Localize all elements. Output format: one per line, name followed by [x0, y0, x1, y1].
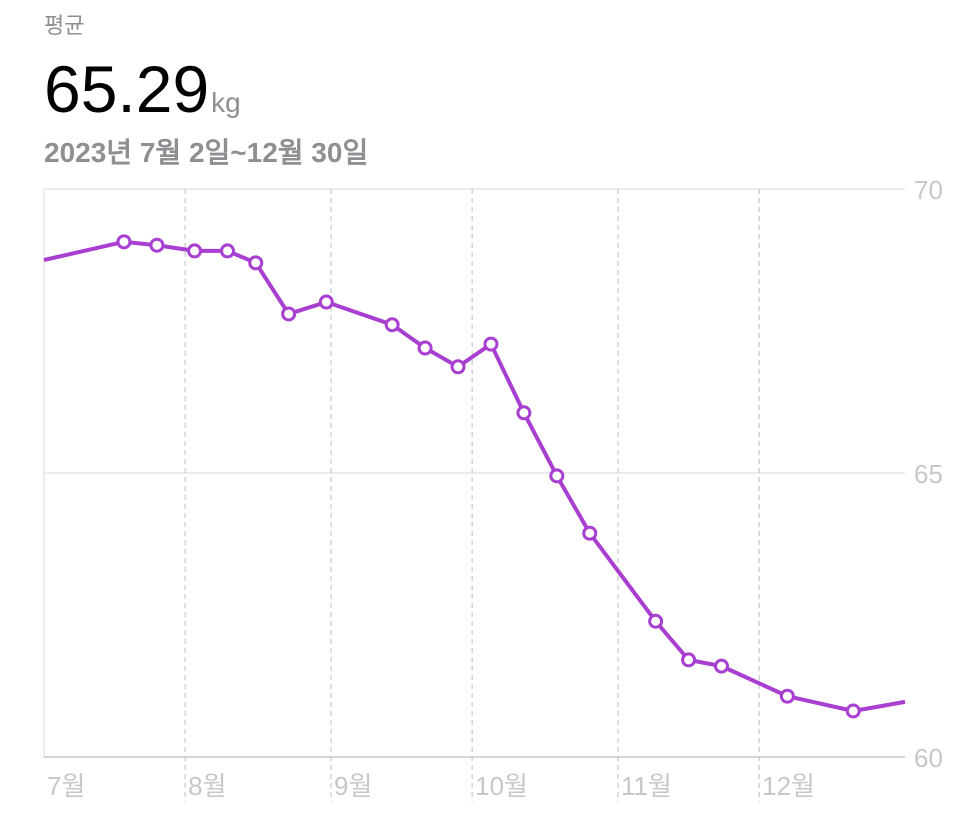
x-tick-label: 9월 — [334, 771, 372, 801]
line-series — [43, 239, 906, 713]
data-point — [281, 306, 297, 322]
stat-number: 65.29 — [44, 52, 209, 126]
data-point — [219, 243, 235, 259]
data-point — [582, 525, 598, 541]
data-point — [845, 703, 861, 719]
data-point — [187, 243, 203, 259]
data-point — [549, 468, 565, 484]
data-point — [450, 359, 466, 375]
data-point — [248, 255, 264, 271]
x-tick-label: 7월 — [47, 771, 85, 801]
data-point — [714, 658, 730, 674]
data-point — [318, 294, 334, 310]
stat-label: 평균 — [44, 13, 84, 38]
data-point — [516, 405, 532, 421]
x-tick-label: 12월 — [762, 771, 815, 801]
x-tick-label: 10월 — [475, 771, 528, 801]
data-point — [483, 336, 499, 352]
date-range: 2023년 7월 2일~12월 30일 — [44, 137, 368, 168]
stat-value: 65.29kg — [44, 52, 241, 126]
data-point — [779, 688, 795, 704]
data-point — [384, 317, 400, 333]
data-point — [681, 652, 697, 668]
y-tick-label: 70 — [914, 175, 943, 205]
y-tick-label: 65 — [914, 459, 943, 489]
data-point — [116, 234, 132, 250]
data-point — [648, 613, 664, 629]
x-tick-label: 11월 — [621, 771, 672, 801]
y-tick-label: 60 — [914, 743, 943, 773]
data-point — [417, 340, 433, 356]
x-tick-label: 8월 — [188, 771, 226, 801]
stat-unit: kg — [211, 87, 241, 118]
data-point — [149, 237, 165, 253]
